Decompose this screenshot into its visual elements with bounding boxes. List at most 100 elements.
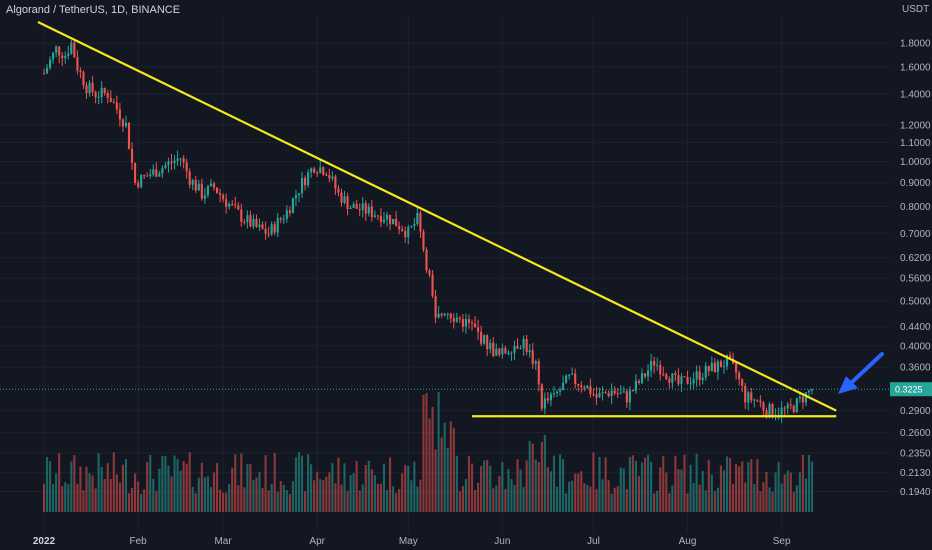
volume-bar bbox=[568, 481, 571, 512]
candle-body bbox=[137, 182, 140, 188]
candle-body bbox=[364, 203, 367, 214]
candle-body bbox=[82, 72, 85, 86]
volume-bar bbox=[331, 462, 334, 512]
candle-body bbox=[52, 52, 55, 60]
volume-bar bbox=[574, 473, 577, 512]
volume-bar bbox=[413, 461, 416, 512]
candle-body bbox=[270, 224, 273, 234]
candle-body bbox=[744, 385, 747, 403]
candle-body bbox=[753, 399, 756, 401]
volume-bar bbox=[531, 443, 534, 512]
candle-body bbox=[158, 173, 161, 177]
volume-bar bbox=[458, 491, 461, 512]
candle-body bbox=[228, 203, 231, 207]
candle-body bbox=[349, 207, 352, 210]
volume-bar bbox=[537, 461, 540, 512]
price-axis[interactable]: USDT 1.8000 1.6000 1.4000 1.2000 1.1000 1.0000… bbox=[890, 0, 932, 550]
candle-body bbox=[571, 373, 574, 375]
candle-body bbox=[455, 317, 458, 322]
candle-body bbox=[112, 102, 115, 104]
candle-body bbox=[807, 390, 811, 393]
candle-body bbox=[316, 172, 319, 174]
volume-bar bbox=[376, 483, 379, 512]
volume-bar bbox=[483, 460, 486, 512]
price-tick-label: 1.8000 bbox=[900, 39, 931, 50]
candle-body bbox=[434, 295, 437, 318]
candle-body bbox=[546, 398, 549, 401]
volume-bar bbox=[416, 486, 419, 512]
volume-bar bbox=[735, 464, 738, 512]
candle-body bbox=[334, 176, 337, 189]
candle-body bbox=[543, 398, 546, 409]
candle-body bbox=[197, 183, 200, 191]
volume-bar bbox=[640, 462, 644, 512]
candle-body bbox=[127, 122, 131, 149]
time-tick-label: Aug bbox=[679, 536, 697, 547]
candle-body bbox=[565, 375, 568, 383]
price-tick-label: 0.4000 bbox=[900, 341, 931, 352]
volume-bar bbox=[750, 459, 753, 512]
volume-bar bbox=[364, 464, 367, 512]
volume-bar bbox=[155, 491, 158, 512]
volume-bar bbox=[762, 482, 765, 512]
candle-body bbox=[155, 169, 158, 177]
volume-bar bbox=[264, 455, 267, 512]
volume-bar bbox=[358, 490, 361, 512]
volume-bar bbox=[322, 480, 325, 512]
candle-body bbox=[103, 87, 106, 94]
volume-bar bbox=[668, 493, 671, 512]
candle-body bbox=[67, 53, 70, 56]
candle-body bbox=[94, 92, 97, 98]
candle-body bbox=[91, 82, 94, 93]
candle-body bbox=[683, 376, 686, 378]
candle-body bbox=[246, 215, 249, 223]
candle-body bbox=[501, 348, 504, 355]
time-axis[interactable]: 2022 Feb Mar Apr May Jun Jul Aug Sep bbox=[33, 536, 791, 547]
candle-body bbox=[176, 158, 179, 161]
volume-bar bbox=[307, 454, 310, 512]
volume-bar bbox=[659, 467, 662, 512]
grid bbox=[0, 16, 890, 532]
candle-body bbox=[395, 218, 398, 227]
candle-body bbox=[568, 374, 571, 376]
volume-bar bbox=[140, 493, 143, 512]
price-tick-label: 1.6000 bbox=[900, 62, 931, 73]
candle-body bbox=[650, 360, 653, 371]
volume-bar bbox=[164, 456, 167, 512]
volume-bar bbox=[625, 489, 628, 512]
volume-bar bbox=[82, 490, 85, 512]
volume-bar bbox=[349, 475, 352, 512]
trendlines[interactable] bbox=[0, 21, 890, 418]
volume-bar bbox=[267, 490, 270, 512]
candle-body bbox=[100, 87, 103, 98]
candle-body bbox=[789, 404, 792, 406]
volume-bar bbox=[167, 465, 170, 512]
candle-body bbox=[404, 231, 407, 238]
volume-bar bbox=[583, 483, 586, 512]
volume-bar bbox=[379, 483, 383, 512]
candle-body bbox=[443, 313, 446, 316]
candle-body bbox=[118, 109, 121, 120]
price-tick-label: 1.2000 bbox=[900, 120, 931, 131]
candle-body bbox=[674, 373, 677, 376]
volume-bar bbox=[258, 471, 261, 512]
candle-body bbox=[552, 393, 556, 395]
volume-bar bbox=[112, 452, 115, 512]
volume-bar bbox=[543, 434, 546, 512]
volume-bar bbox=[786, 470, 789, 512]
candle-body bbox=[759, 400, 762, 403]
volume-bar bbox=[328, 472, 331, 512]
volume-bar bbox=[467, 455, 471, 512]
volume-bar bbox=[455, 455, 458, 512]
candle-body bbox=[586, 386, 589, 389]
candle-body bbox=[355, 204, 358, 209]
candle-body bbox=[85, 85, 88, 94]
volume-bar bbox=[613, 487, 616, 512]
time-tick-label: 2022 bbox=[33, 536, 56, 547]
volume-bar bbox=[647, 454, 650, 512]
volume-bar bbox=[650, 461, 653, 512]
candle-body bbox=[413, 223, 416, 226]
volume-bar bbox=[777, 461, 780, 512]
candle-body bbox=[762, 402, 765, 411]
